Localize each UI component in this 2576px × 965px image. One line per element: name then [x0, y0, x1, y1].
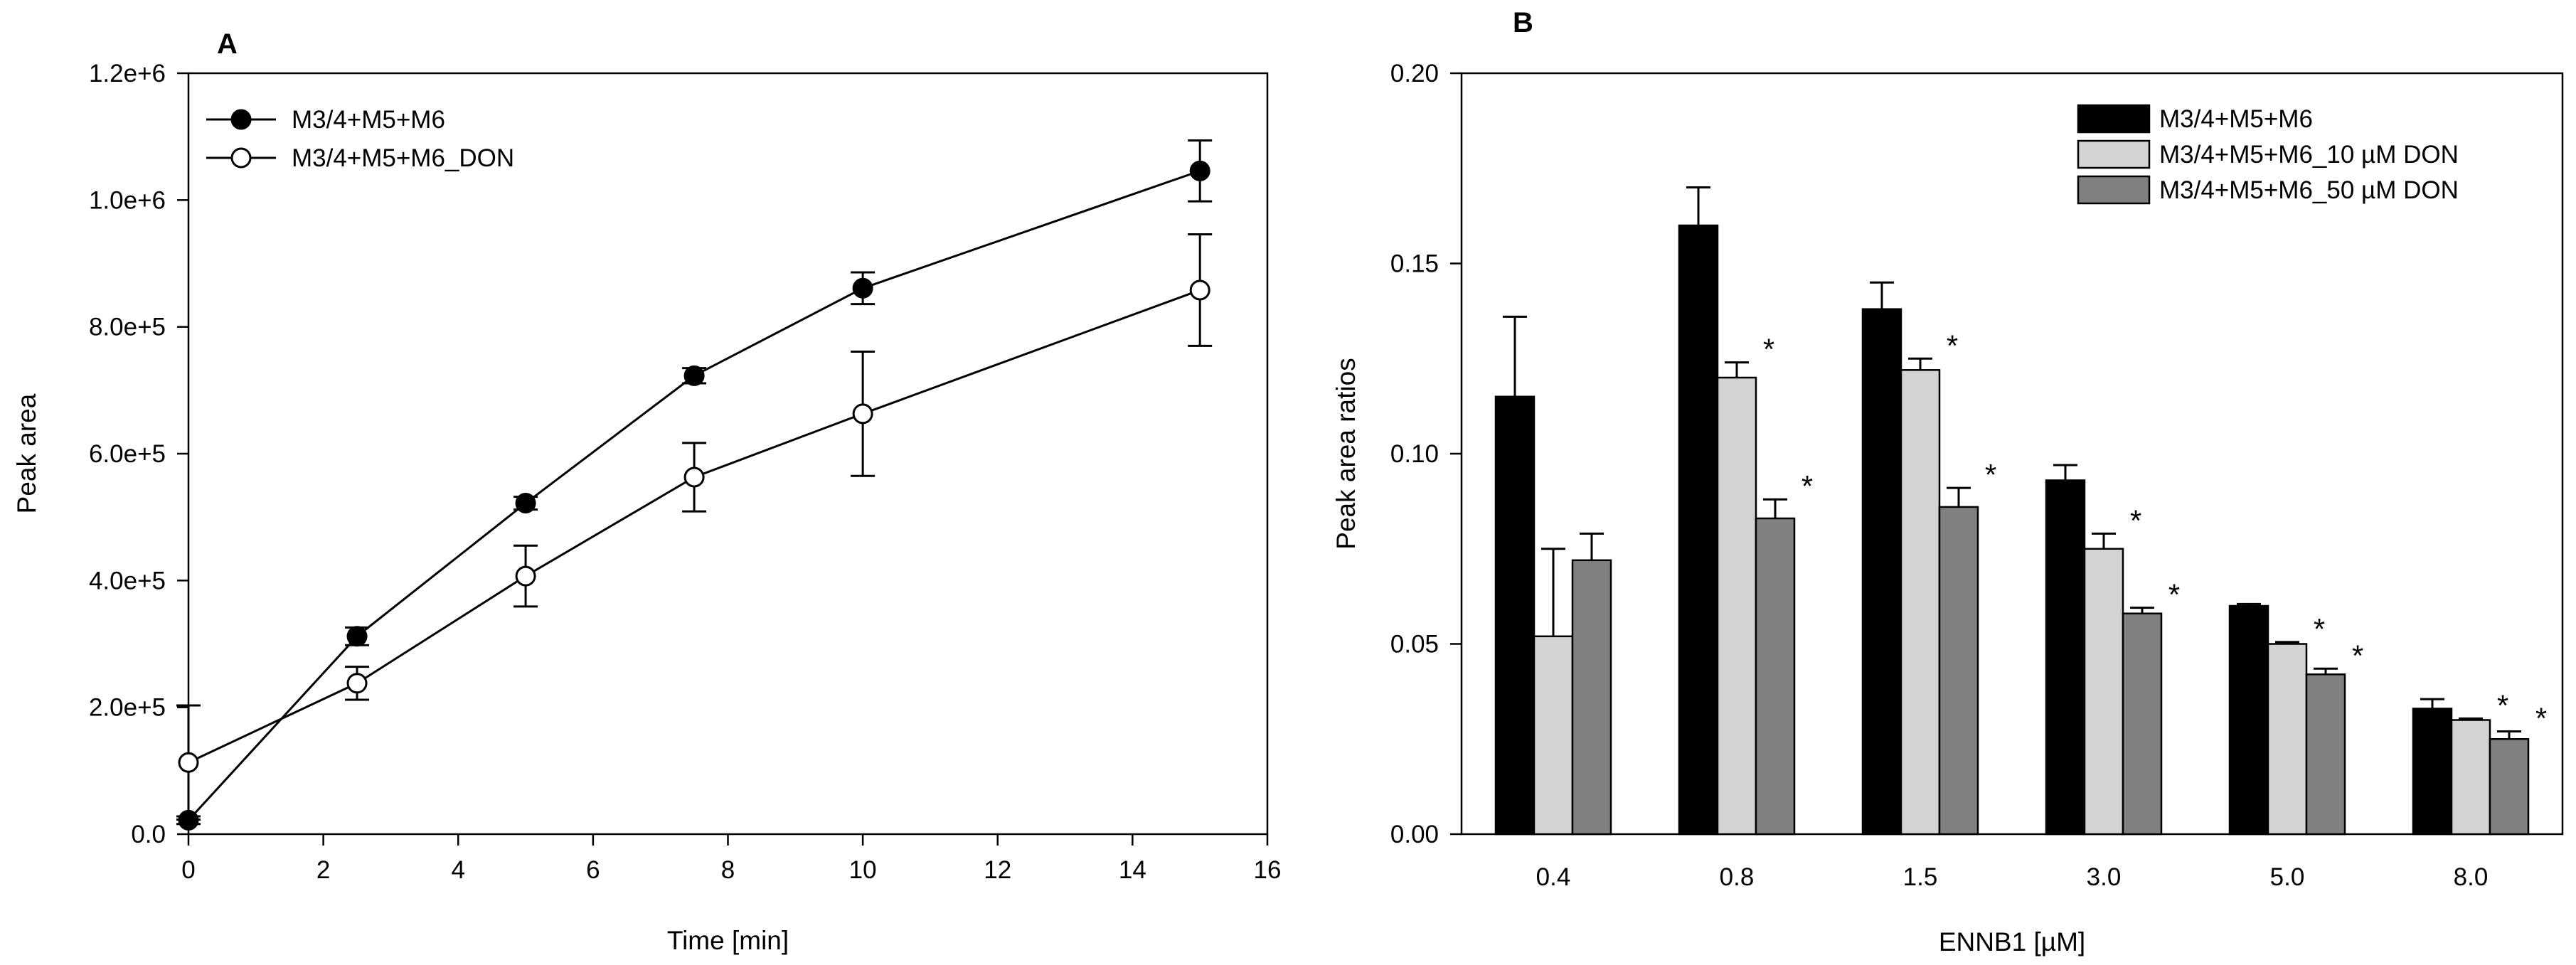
x-tick-label: 14 — [1119, 856, 1146, 884]
y-tick-label: 0.10 — [1390, 440, 1439, 468]
x-tick-label: 2 — [316, 856, 330, 884]
y-tick-label: 4.0e+5 — [89, 567, 166, 595]
y-tick-label: 0.00 — [1390, 821, 1439, 848]
data-point — [683, 365, 705, 386]
bar — [1678, 224, 1719, 836]
x-tick-label: 0 — [181, 856, 195, 884]
plot-frame — [187, 72, 1269, 836]
y-tick-label: 0.0 — [131, 821, 166, 848]
y-tick-label: 0.05 — [1390, 631, 1439, 659]
x-tick-label: 8.0 — [2454, 863, 2489, 891]
y-tick-label: 1.0e+6 — [89, 186, 166, 214]
significance-star: * — [2130, 503, 2141, 537]
x-tick-label: 3.0 — [2087, 863, 2122, 891]
series-2 — [176, 233, 1213, 821]
y-tick-label: 8.0e+5 — [89, 314, 166, 341]
bar — [1533, 635, 1574, 836]
y-axis-title: Peak area — [12, 393, 41, 513]
bar — [2450, 719, 2491, 836]
significance-star: * — [2168, 578, 2180, 612]
legend-label: M3/4+M5+M6 — [292, 106, 445, 134]
bar — [2228, 604, 2269, 836]
significance-star: * — [2314, 612, 2325, 646]
bar — [2305, 673, 2346, 836]
legend-swatch — [2077, 104, 2151, 134]
y-tick-label: 2.0e+5 — [89, 694, 166, 722]
data-point — [178, 752, 199, 773]
legend-label: M3/4+M5+M6_50 µM DON — [2159, 176, 2459, 204]
panel-b-bar-chart: B 0.00 0.05 0.10 0.15 0.20 0.4 0.8 * * 1.5 * * 3.0 * * 5… — [1331, 7, 2564, 956]
bar — [2267, 643, 2308, 836]
y-tick-label: 0.15 — [1390, 250, 1439, 278]
x-tick-label: 0.8 — [1720, 863, 1755, 891]
x-tick-label: 10 — [849, 856, 877, 884]
y-axis-title: Peak area ratios — [1331, 358, 1361, 549]
bar — [1494, 395, 1536, 836]
y-tick-label: 6.0e+5 — [89, 440, 166, 468]
bar — [1716, 376, 1757, 836]
bar — [1861, 308, 1902, 836]
panel-a-line-chart: A 0 2 4 6 8 10 12 14 16 0.0 2.0e+5 4.0e+5 6.0e+5 8.0e+… — [12, 28, 1281, 955]
x-tick-label: 5.0 — [2270, 863, 2305, 891]
data-point — [515, 493, 536, 514]
y-tick-label: 0.20 — [1390, 60, 1439, 87]
bar — [2083, 548, 2124, 836]
bar — [1571, 559, 1612, 836]
bar — [1900, 369, 1941, 836]
series-1 — [176, 139, 1213, 831]
legend-label: M3/4+M5+M6_DON — [292, 144, 514, 172]
significance-star: * — [2352, 639, 2363, 672]
bar — [2489, 738, 2530, 836]
data-point — [346, 673, 368, 694]
x-tick-label: 6 — [586, 856, 600, 884]
legend-label: M3/4+M5+M6 — [2159, 105, 2313, 133]
x-tick-label: 4 — [452, 856, 465, 884]
x-tick-label: 0.4 — [1536, 863, 1571, 891]
data-point — [852, 403, 873, 425]
legend-label: M3/4+M5+M6_10 µM DON — [2159, 141, 2459, 169]
legend-swatch — [2077, 139, 2151, 169]
bar — [2122, 612, 2163, 836]
data-point — [1189, 279, 1210, 301]
x-tick-label: 16 — [1254, 856, 1282, 884]
significance-star: * — [2535, 702, 2547, 735]
x-axis-title: Time [min] — [667, 926, 789, 955]
series-line — [188, 289, 1201, 764]
data-point — [515, 565, 536, 587]
significance-star: * — [1985, 458, 1996, 491]
significance-star: * — [2497, 688, 2508, 722]
data-point — [346, 626, 368, 647]
data-point — [852, 277, 873, 299]
legend-marker — [230, 147, 252, 169]
x-tick-label: 1.5 — [1903, 863, 1938, 891]
significance-star: * — [1763, 333, 1774, 366]
significance-star: * — [1801, 469, 1813, 503]
y-tick-label: 1.2e+6 — [89, 60, 166, 87]
significance-star: * — [1947, 329, 1958, 362]
bar — [2045, 479, 2086, 836]
x-tick-label: 8 — [721, 856, 735, 884]
data-point — [683, 466, 705, 488]
x-tick-label: 12 — [984, 856, 1011, 884]
bar — [1938, 506, 1979, 836]
panel-label-a: A — [217, 28, 238, 60]
data-point — [1189, 160, 1210, 181]
legend-swatch — [2077, 175, 2151, 205]
panel-label-b: B — [1513, 7, 1533, 38]
series-line — [187, 169, 1201, 821]
bar — [2412, 708, 2453, 836]
bar — [1755, 517, 1796, 836]
x-axis-title: ENNB1 [µM] — [1939, 927, 2085, 956]
legend-marker — [230, 109, 252, 130]
